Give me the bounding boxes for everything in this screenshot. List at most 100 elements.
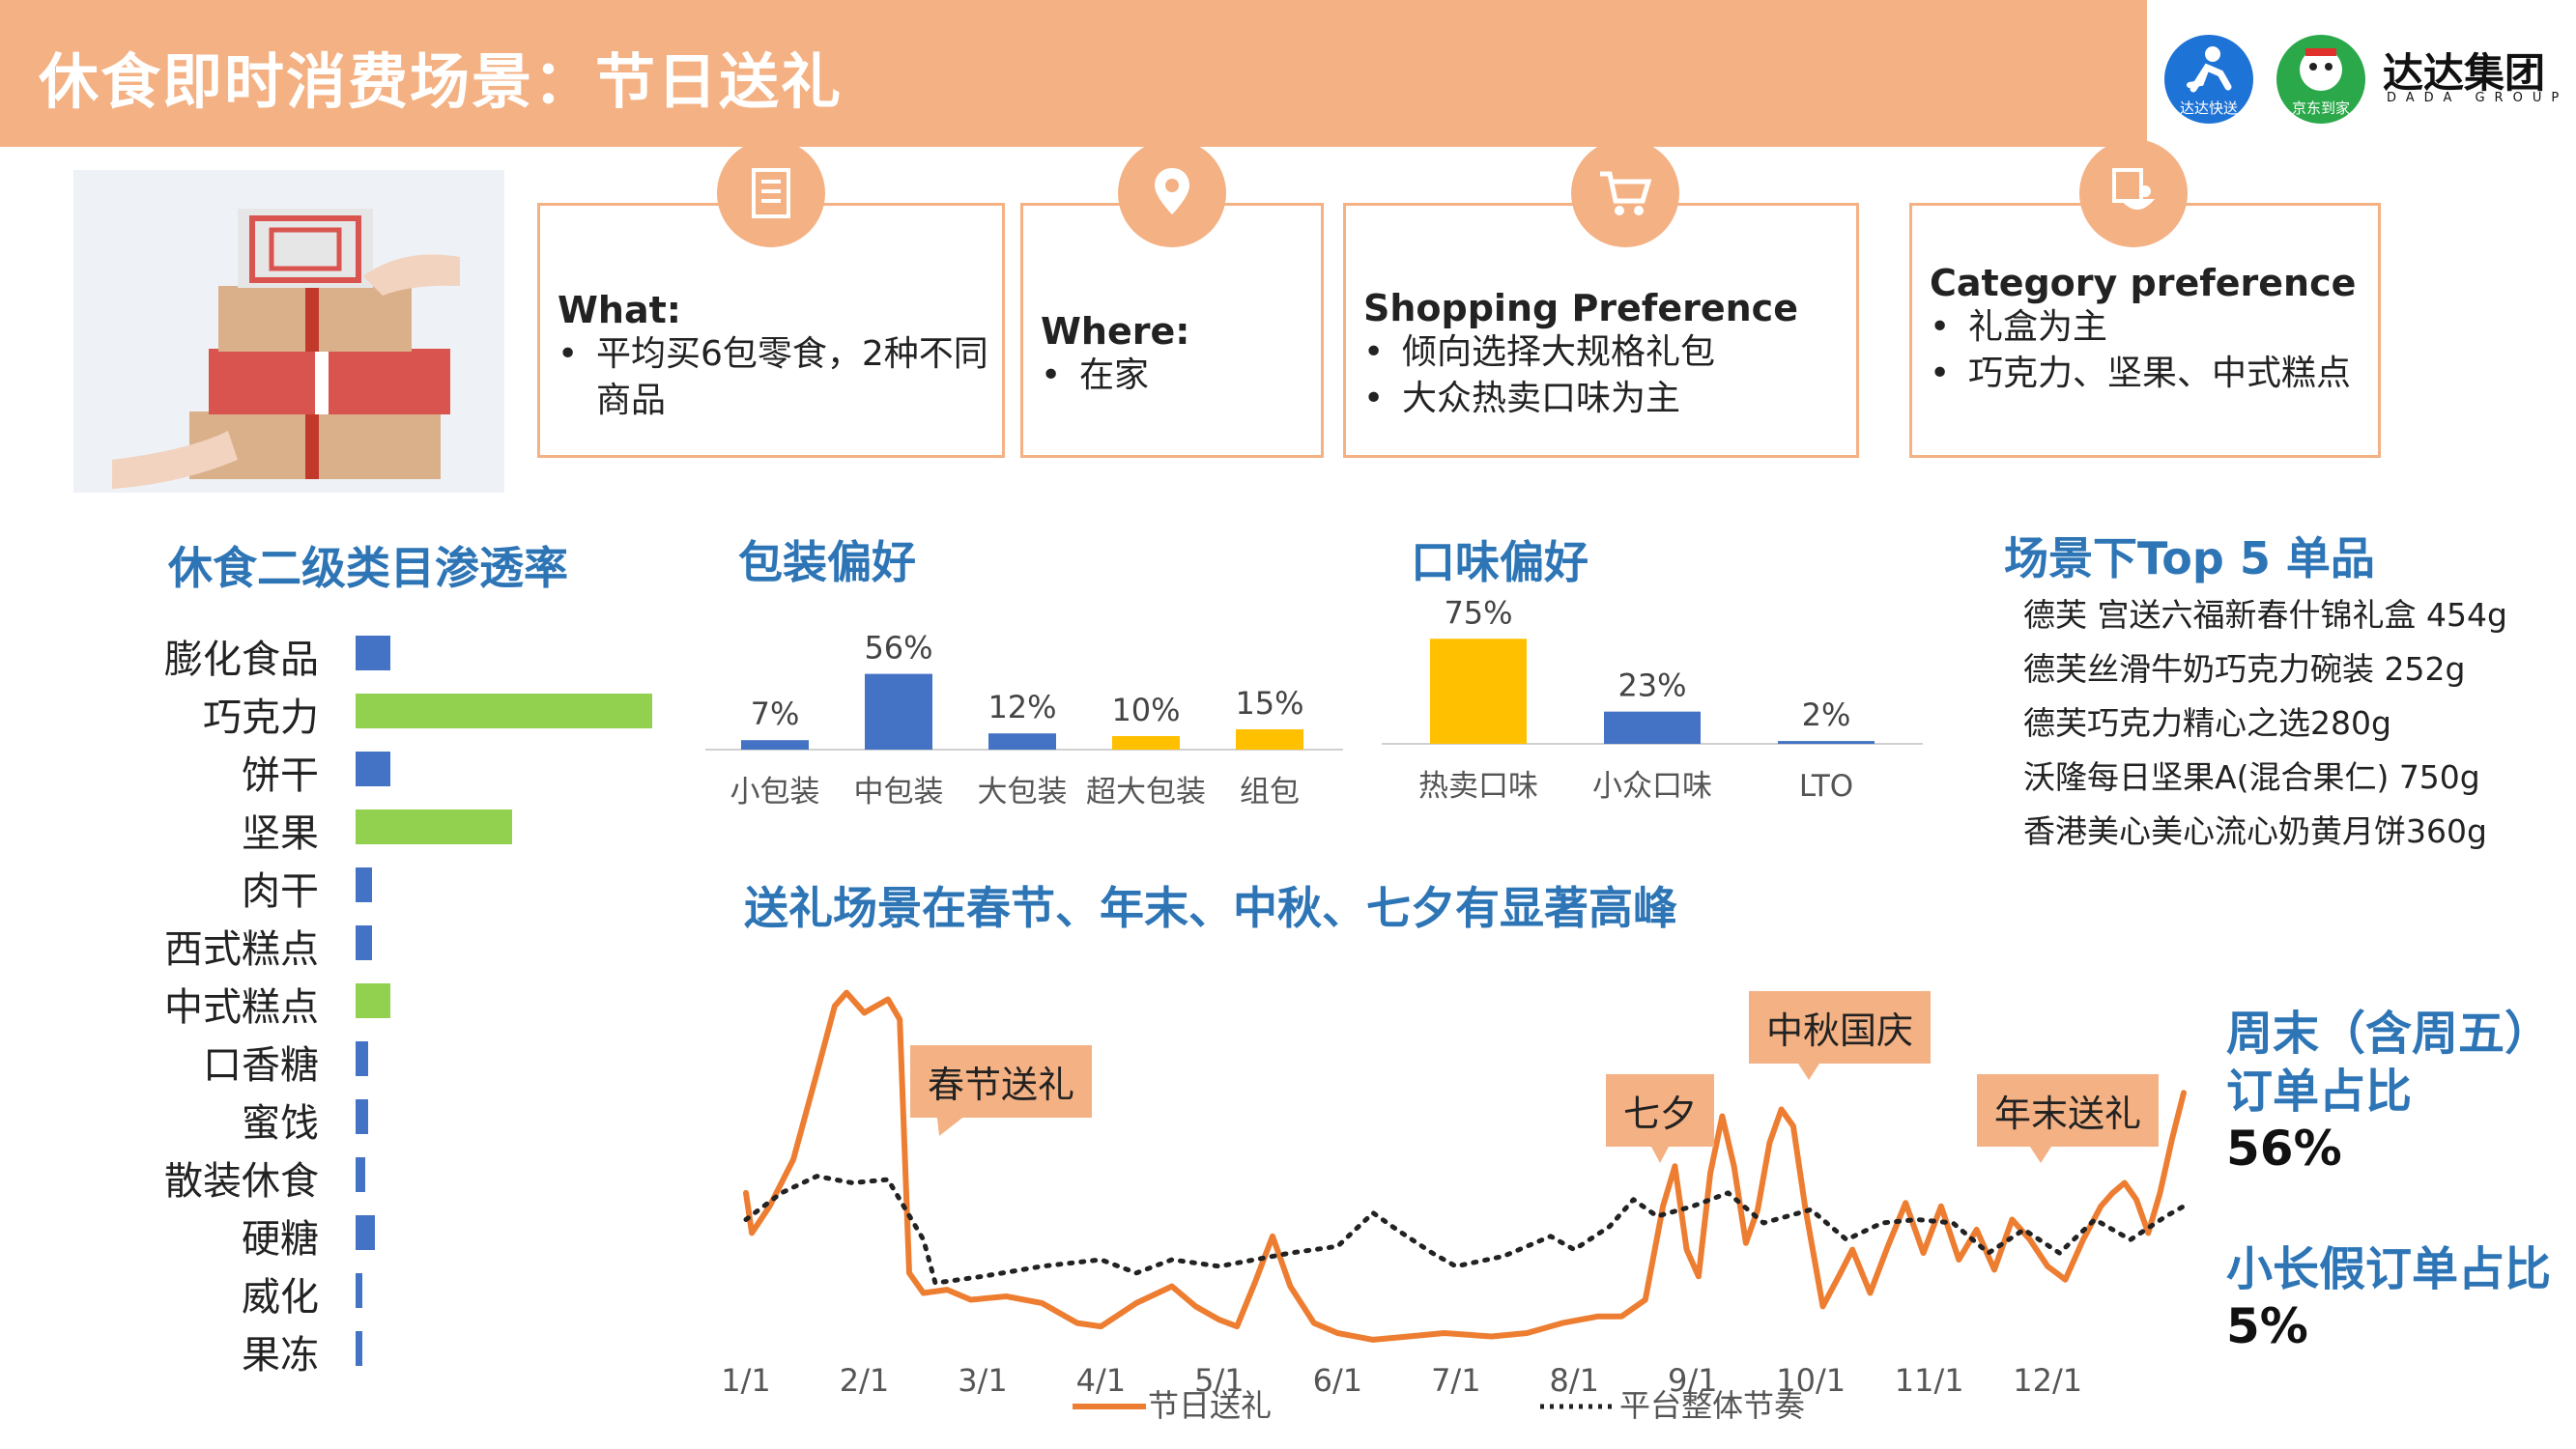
holiday-stat-label: 小长假订单占比 [2226,1242,2552,1296]
shopping-item: • 大众热卖口味为主 [1363,379,1681,418]
location-pin-icon [1118,139,1226,247]
bar-value-label: 10% [1111,692,1180,728]
x-tick-label: 4/1 [1076,1362,1127,1399]
legend-solid-swatch [1073,1404,1146,1409]
runner-icon [2187,46,2232,93]
where-list: • 在家 [1041,353,1189,399]
dada-kuaisong-logo: 达达快送 [2164,35,2253,124]
series-line-platform [743,1174,2187,1286]
where-title: Where: [1041,310,1190,353]
trend-title: 送礼场景在春节、年末、中秋、七夕有显著高峰 [744,882,1677,934]
callout-pointer [935,1101,984,1136]
weekend-stat-value: 56% [2226,1121,2342,1177]
what-item: • 平均买6包零食，2种不同商品 [558,334,988,420]
info-box-category: Category preference • 礼盒为主 • 巧克力、坚果、中式糕点 [1909,203,2381,458]
category-bar [356,1041,369,1076]
bar [1112,736,1180,750]
weekend-stat-label: 周末（含周五）订单占比 [2226,1007,2552,1119]
category-label: 膨化食品 [164,638,319,682]
what-list: • 平均买6包零食，2种不同商品 [558,331,990,424]
jddaojia-label: 京东到家 [2291,99,2350,117]
packaging-title: 包装偏好 [738,536,916,588]
category-item: • 礼盒为主 [1930,307,2108,347]
holiday-stat-value: 5% [2226,1298,2308,1354]
category-label: 果冻 [242,1333,319,1378]
category-bar [356,1331,362,1366]
header-bar [0,0,2147,147]
category-title: Category preference [1930,262,2357,304]
category-label: 散装休食 [164,1159,319,1204]
callout-pointer [1788,1047,1830,1080]
info-box-where: Where: • 在家 [1020,203,1324,458]
x-tick-label: 10/1 [1776,1362,1846,1399]
category-label: 西式糕点 [164,927,319,972]
callout-pointer [1643,1130,1677,1163]
category-label: 威化 [242,1275,319,1320]
x-tick-label: 3/1 [958,1362,1008,1399]
legend-label-gift: 节日送礼 [1148,1387,1273,1424]
bar [1430,639,1527,744]
top5-item: 德芙 宫送六福新春什锦礼盒 454g [2023,596,2507,634]
top5-item: 香港美心美心流心奶黄月饼360g [2023,812,2487,850]
jd-daojia-logo: 京东到家 [2276,35,2365,124]
category-label: 坚果 [242,811,319,856]
bar-category-label: 超大包装 [1086,775,1206,810]
category-penetration-title: 休食二级类目渗透率 [168,542,568,594]
category-list: • 礼盒为主 • 巧克力、坚果、中式糕点 [1930,304,2362,397]
weekend-stat: 周末（含周五）订单占比 56% [2226,1005,2564,1177]
x-tick-label: 1/1 [721,1362,771,1399]
bar-value-label: 12% [987,689,1056,725]
legend-dotted-swatch [1540,1404,1614,1409]
gift-trend-chart: 1/1 2/1 3/1 4/1 5/1 6/1 7/1 8/1 9/1 10/1 11/1 12/1 [721,989,2187,1399]
bar-value-label: 7% [751,696,800,732]
page-title: 休食即时消费场景：节日送礼 [39,46,844,117]
category-bar [356,1157,365,1192]
list-icon [717,139,825,247]
category-bar [356,752,391,786]
shopping-list: • 倾向选择大规格礼包 • 大众热卖口味为主 [1363,329,1798,422]
top5-item: 德芙巧克力精心之选280g [2023,704,2391,742]
bar-category-label: 中包装 [854,775,944,810]
category-item: • 巧克力、坚果、中式糕点 [1930,354,2352,393]
series-line-gift [743,989,2187,1343]
flavor-title: 口味偏好 [1411,536,1589,588]
category-bar [356,1273,362,1308]
category-label: 肉干 [242,869,319,914]
category-bar [356,925,372,960]
holiday-stat: 小长假订单占比 5% [2226,1240,2564,1354]
bar-value-label: 75% [1444,594,1512,631]
callout-pointer [2019,1130,2062,1163]
callout-year-end: 年末送礼 [1977,1074,2160,1147]
bar-value-label: 56% [864,630,932,667]
x-tick-label: 9/1 [1668,1362,1718,1399]
x-tick-label: 12/1 [2013,1362,2082,1399]
bar [865,673,932,750]
x-tick-label: 7/1 [1431,1362,1481,1399]
bar [1236,729,1303,750]
category-bar [356,867,372,902]
food-bowl-icon [2079,139,2188,247]
bar [1604,711,1701,744]
bar [988,733,1056,750]
category-bar [356,636,391,670]
category-bar [356,983,391,1018]
dada-group-name: 达达集团 [2383,49,2546,97]
top5-title: 场景下Top 5 单品 [2004,532,2375,584]
packaging-chart: 7% 小包装 56% 中包装 12% 大包装 10% 超大包装 15% 组包 [705,630,1343,810]
x-tick-label: 6/1 [1313,1362,1363,1399]
bar-category-label: LTO [1799,769,1853,804]
legend-label-platform: 平台整体节奏 [1619,1387,1806,1424]
dog-mascot-icon [2300,48,2342,91]
category-bar [356,810,512,844]
bar [1778,741,1875,744]
category-bar [356,694,652,728]
category-label: 中式糕点 [164,985,319,1030]
shopping-item: • 倾向选择大规格礼包 [1363,332,1716,372]
gift-boxes-photo [73,170,504,493]
top5-item: 沃隆每日坚果A(混合果仁) 750g [2023,758,2480,796]
bar-category-label: 大包装 [978,775,1068,810]
bar-category-label: 小众口味 [1592,769,1712,804]
category-bar [356,1215,375,1250]
bar-value-label: 15% [1235,685,1303,722]
bar-category-label: 热卖口味 [1418,769,1538,804]
